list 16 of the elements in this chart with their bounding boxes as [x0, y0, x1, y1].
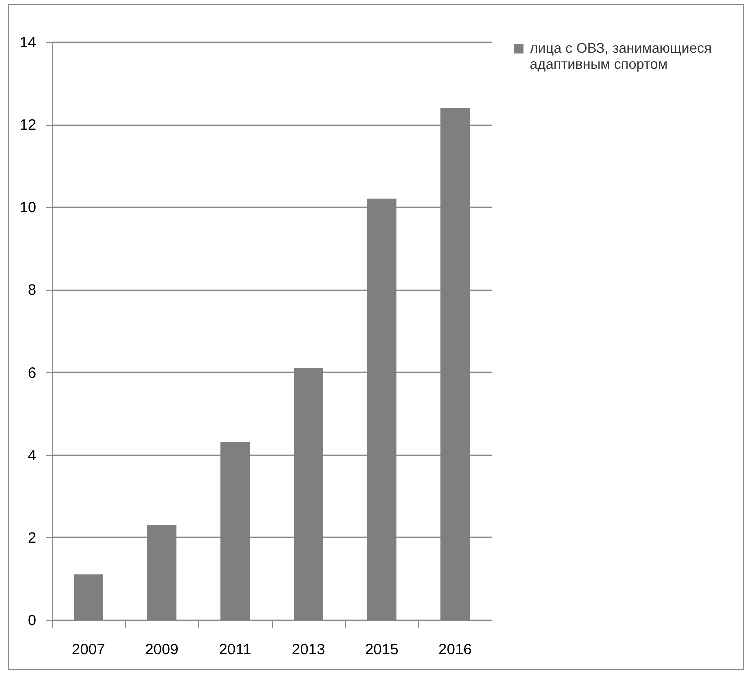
- legend-label: лица с ОВЗ, занимающиеся адаптивным спортом: [530, 40, 712, 72]
- y-tick-label: 10: [20, 200, 36, 217]
- x-tick-label: 2015: [365, 642, 399, 658]
- x-tick-label: 2016: [438, 642, 472, 658]
- y-tick-label: 2: [28, 530, 36, 547]
- bar: [74, 574, 104, 620]
- x-tick-label: 2011: [219, 642, 252, 658]
- y-tick-label: 6: [28, 364, 36, 382]
- y-tick-label: 8: [28, 282, 36, 300]
- y-tick-label: 14: [20, 34, 36, 52]
- y-tick-label: 12: [20, 117, 36, 134]
- x-tick-label: 2009: [145, 642, 179, 658]
- y-tick-label: 0: [28, 612, 36, 630]
- y-tick-label: 4: [28, 447, 36, 464]
- x-tick-label: 2013: [292, 642, 326, 658]
- x-tick-label: 2007: [72, 642, 106, 658]
